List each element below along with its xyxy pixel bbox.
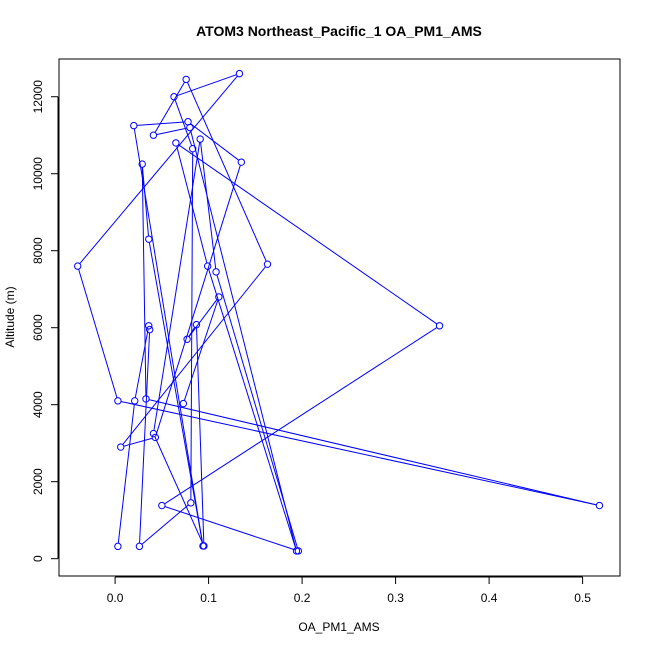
x-tick-label: 0.5 (574, 591, 591, 605)
y-tick-label: 0 (31, 555, 45, 562)
data-point (149, 429, 158, 438)
series-segment (187, 82, 267, 262)
data-point (292, 547, 301, 555)
data-point (189, 144, 197, 153)
data-point (595, 501, 604, 510)
series-segment (148, 242, 203, 543)
y-tick-label: 6000 (31, 314, 45, 341)
y-axis-label: Altitude (m) (3, 286, 17, 347)
series-segment (190, 123, 239, 161)
series-segment (156, 127, 187, 135)
data-point (237, 158, 246, 166)
data-point (151, 433, 160, 442)
series-segment (216, 275, 298, 548)
data-point (212, 268, 220, 276)
data-point (435, 322, 444, 330)
x-tick-label: 0.3 (387, 591, 404, 605)
series-segment (141, 504, 189, 545)
series-segment (142, 167, 149, 236)
y-tick-label: 8000 (31, 237, 45, 264)
x-tick-label: 0.4 (481, 591, 498, 605)
series-segment (176, 146, 208, 263)
series-segment (137, 121, 185, 126)
data-point (200, 542, 208, 550)
y-tick-label: 2000 (31, 468, 45, 495)
series-segment (78, 269, 118, 398)
series-segment (123, 437, 153, 447)
series-segment (122, 266, 266, 445)
series-segment (154, 82, 185, 133)
series-segment (153, 142, 201, 431)
data-point (114, 542, 122, 551)
series-segment (117, 404, 135, 543)
series-segment (190, 152, 194, 500)
series-segment (134, 329, 149, 398)
data-point (114, 397, 122, 405)
data-point (135, 542, 144, 551)
plot-area-frame (58, 58, 621, 577)
data-point (183, 335, 191, 343)
data-point (117, 443, 125, 451)
x-axis: 0.0 0.1 0.2 0.3 0.4 0.5 (107, 576, 591, 605)
series-segment (149, 399, 597, 506)
data-point (263, 260, 272, 268)
y-tick-label: 12000 (31, 80, 45, 114)
data-point (215, 293, 223, 301)
series-segment (154, 436, 203, 543)
series-segment (183, 300, 219, 401)
series-segment (196, 328, 205, 543)
data-point (179, 399, 188, 408)
data-point (196, 135, 204, 143)
chart-title: ATOM3 Northeast_Pacific_1 OA_PM1_AMS (196, 23, 482, 39)
data-point (170, 93, 178, 101)
data-point (235, 69, 244, 78)
series-segment (155, 165, 241, 435)
series-segment (178, 144, 437, 325)
data-point (145, 325, 154, 334)
series-segment (121, 401, 597, 506)
data-point (142, 395, 150, 403)
series-segment (177, 74, 237, 97)
series-layer (74, 69, 604, 555)
data-point (192, 320, 201, 329)
y-tick-label: 10000 (31, 157, 45, 191)
data-point (149, 131, 158, 139)
x-axis-label: OA_PM1_AMS (298, 620, 379, 634)
series-segment (164, 327, 437, 505)
data-point (145, 322, 153, 330)
y-tick-label: 4000 (31, 391, 45, 418)
series-segment (139, 333, 151, 543)
y-axis: 0 2000 4000 6000 8000 10000 12000 (31, 80, 59, 562)
data-point (74, 262, 82, 270)
series-segment (200, 142, 217, 269)
x-tick-label: 0.0 (107, 591, 124, 605)
series-segment (141, 167, 147, 396)
data-point (203, 262, 212, 270)
data-point (158, 501, 166, 510)
data-point (187, 499, 195, 507)
series-segment (79, 75, 238, 264)
data-point (130, 121, 138, 130)
series-segment (165, 506, 296, 551)
data-point (182, 75, 190, 84)
data-point (131, 397, 139, 405)
series-segment (188, 299, 218, 337)
data-point (138, 160, 146, 168)
data-point (172, 139, 180, 147)
data-point (145, 235, 153, 243)
series-segment (208, 269, 296, 548)
data-point (294, 547, 303, 555)
series-segment (133, 128, 203, 543)
data-point (186, 123, 194, 132)
x-tick-label: 0.1 (200, 591, 217, 605)
series-segment (174, 99, 192, 146)
series-segment (190, 130, 297, 548)
x-tick-label: 0.2 (294, 591, 311, 605)
